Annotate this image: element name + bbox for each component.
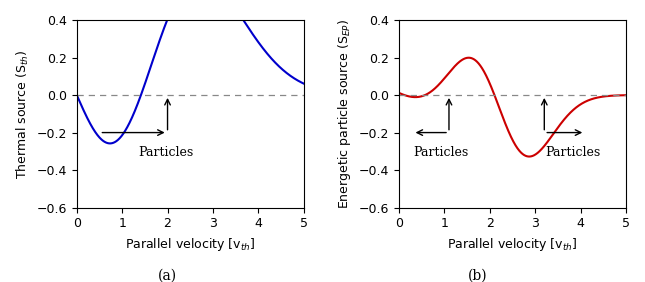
Text: Particles: Particles [545,146,600,159]
Y-axis label: Thermal source (S$_{th}$): Thermal source (S$_{th}$) [15,49,31,179]
X-axis label: Parallel velocity [v$_{th}$]: Parallel velocity [v$_{th}$] [447,236,578,253]
X-axis label: Parallel velocity [v$_{th}$]: Parallel velocity [v$_{th}$] [125,236,255,253]
Text: (b): (b) [468,268,487,282]
Text: Particles: Particles [413,146,469,159]
Y-axis label: Energetic particle source (S$_{EP}$): Energetic particle source (S$_{EP}$) [337,19,353,209]
Text: Particles: Particles [138,146,194,159]
Text: (a): (a) [158,268,177,282]
